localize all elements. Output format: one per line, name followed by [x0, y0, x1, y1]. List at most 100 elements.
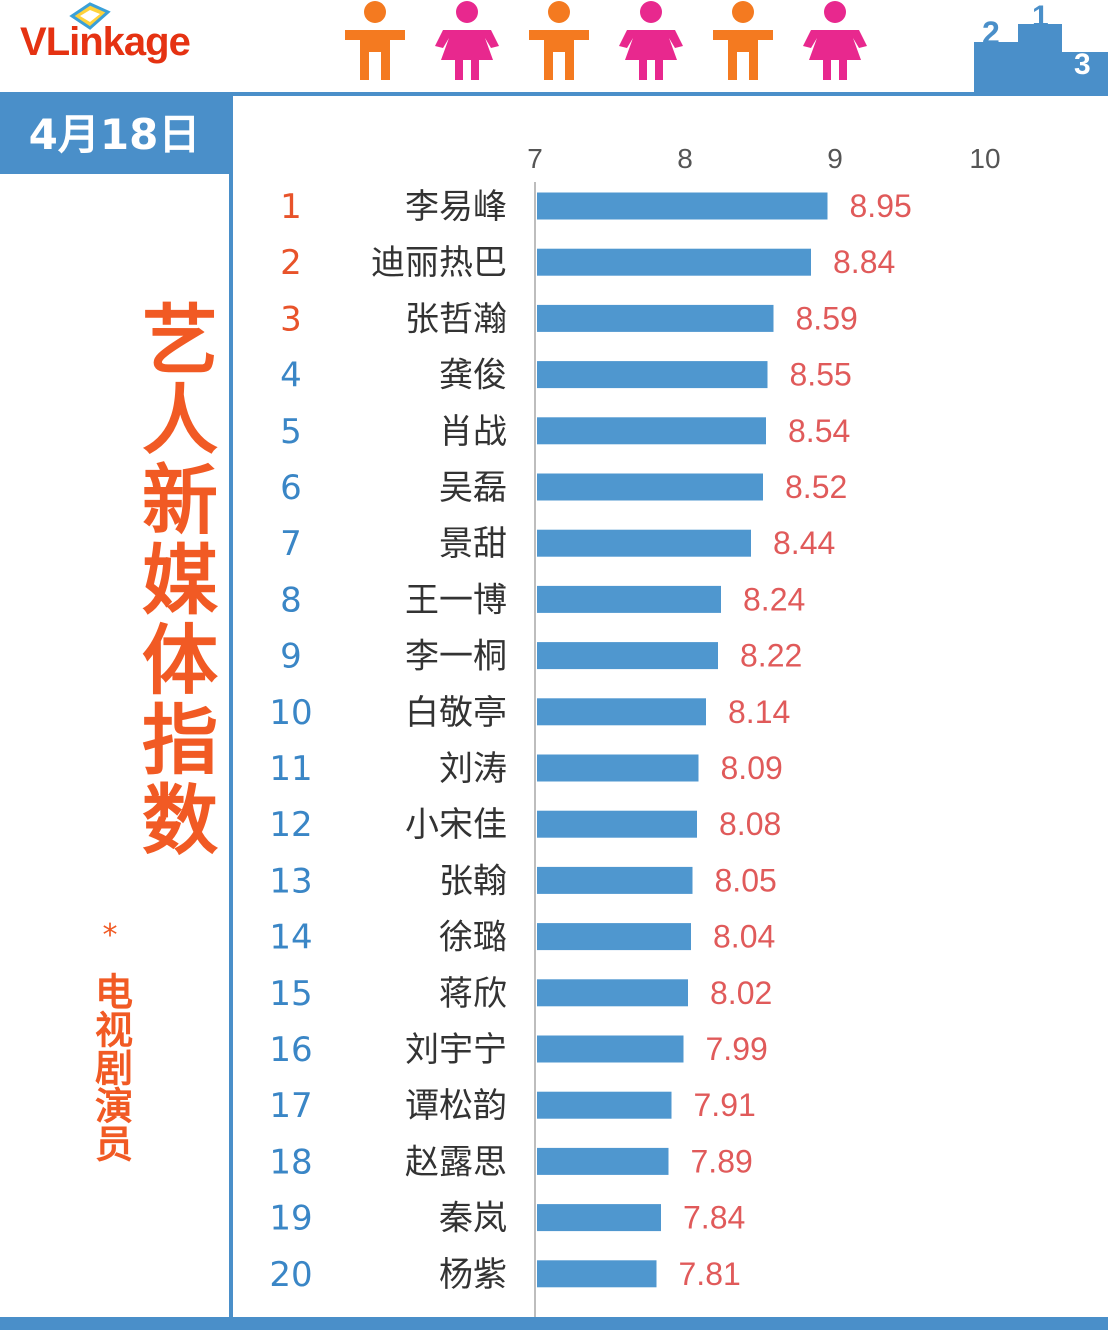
category-label: 迪丽热巴: [371, 243, 507, 283]
value-label: 8.44: [773, 525, 835, 561]
bar: [537, 361, 768, 389]
rank-label: 5: [280, 412, 302, 452]
chart-row: 16 刘宇宁 7.99: [269, 1030, 767, 1070]
bar: [537, 585, 721, 613]
chart-row: 14 徐璐 8.04: [269, 918, 775, 958]
chart-row: 13 张翰 8.05: [269, 861, 776, 901]
value-label: 8.59: [796, 300, 858, 336]
svg-text:2: 2: [982, 15, 1000, 51]
sidebar-title-text: 艺人新媒体指数: [129, 300, 218, 860]
person-male-icon: [345, 1, 405, 80]
bar: [537, 979, 688, 1007]
chart-row: 1 李易峰 8.95: [280, 187, 912, 227]
rank-label: 17: [269, 1086, 312, 1126]
category-label: 谭松韵: [405, 1086, 507, 1126]
rank-label: 11: [269, 749, 312, 789]
category-label: 王一博: [405, 580, 507, 620]
category-label: 李一桐: [405, 637, 507, 677]
chart-row: 2 迪丽热巴 8.84: [280, 243, 895, 283]
logo-letter: V: [20, 20, 47, 64]
chart-row: 7 景甜 8.44: [280, 524, 835, 564]
chart-row: 18 赵露思 7.89: [269, 1142, 752, 1182]
chart-row: 3 张哲瀚 8.59: [280, 299, 858, 339]
footer-bar: [0, 1317, 1108, 1330]
sidebar-subtitle: 电视剧演员: [0, 972, 220, 1252]
bar: [537, 1204, 661, 1232]
category-label: 杨紫: [439, 1255, 507, 1295]
header: VLinkage 2 1 3: [0, 0, 1108, 92]
chart-row: 5 肖战 8.54: [280, 412, 850, 452]
bar: [537, 810, 697, 838]
value-label: 8.02: [710, 975, 772, 1011]
rank-label: 16: [269, 1030, 312, 1070]
chart-row: 4 龚俊 8.55: [280, 356, 852, 396]
x-tick-label: 8: [677, 143, 693, 174]
chart-row: 9 李一桐 8.22: [280, 637, 802, 677]
bar: [537, 1091, 672, 1119]
sidebar-subtitle-text: 电视剧演员: [88, 972, 133, 1162]
rank-label: 1: [280, 187, 302, 227]
sidebar-divider: [229, 96, 233, 1317]
person-female-icon: [803, 1, 867, 80]
rank-label: 13: [269, 861, 312, 901]
x-axis-ticks: 7 8 9 10: [527, 143, 1000, 174]
chart-row: 6 吴磊 8.52: [280, 468, 847, 508]
podium-icon: 2 1 3: [974, 0, 1108, 92]
category-label: 徐璐: [439, 918, 507, 958]
value-label: 8.05: [715, 862, 777, 898]
value-label: 8.24: [743, 581, 805, 617]
value-label: 7.84: [683, 1200, 745, 1236]
bar: [537, 698, 706, 726]
value-label: 8.09: [721, 750, 783, 786]
chart-row: 19 秦岚 7.84: [269, 1199, 745, 1239]
bar: [537, 1035, 684, 1063]
value-label: 7.99: [706, 1031, 768, 1067]
chart-row: 20 杨紫 7.81: [269, 1255, 740, 1295]
category-label: 张哲瀚: [405, 299, 507, 339]
chart-row: 12 小宋佳 8.08: [269, 805, 781, 845]
bar: [537, 304, 774, 332]
value-label: 7.91: [694, 1087, 756, 1123]
value-label: 8.14: [728, 694, 790, 730]
rank-label: 20: [269, 1255, 312, 1295]
x-tick-label: 10: [969, 143, 1000, 174]
chart-rows: 1 李易峰 8.95 2 迪丽热巴 8.84 3 张哲瀚 8.59 4 龚俊 8.55 5 肖战 8.54 6…: [269, 187, 911, 1295]
chart-row: 8 王一博 8.24: [280, 580, 805, 620]
value-label: 7.81: [679, 1256, 741, 1292]
rank-label: 3: [280, 299, 302, 339]
value-label: 8.55: [790, 357, 852, 393]
bar: [537, 192, 828, 220]
rank-label: 8: [280, 580, 302, 620]
bar: [537, 248, 811, 276]
chart-row: 11 刘涛 8.09: [269, 749, 782, 789]
rank-label: 12: [269, 805, 312, 845]
value-label: 8.08: [719, 806, 781, 842]
bar: [537, 1147, 669, 1175]
category-label: 秦岚: [439, 1199, 507, 1239]
value-label: 8.54: [788, 413, 850, 449]
category-label: 景甜: [439, 524, 507, 564]
rank-label: 9: [280, 637, 302, 677]
bar: [537, 1260, 657, 1288]
brand-logo: VLinkage: [20, 20, 191, 65]
bar: [537, 866, 693, 894]
ranking-bar-chart: 7 8 9 10 1 李易峰 8.95 2 迪丽热巴 8.84 3 张哲瀚 8.59 4 龚俊 8.55 5 肖…: [269, 143, 1001, 1317]
rank-label: 4: [280, 356, 302, 396]
chart-row: 15 蒋欣 8.02: [269, 974, 772, 1014]
logo-text: Linkage: [45, 20, 191, 64]
sidebar-star: *: [102, 918, 118, 953]
bar: [537, 923, 691, 951]
logo-mark-icon: [69, 2, 111, 30]
category-label: 白敬亭: [405, 693, 507, 733]
person-female-icon: [619, 1, 683, 80]
value-label: 8.95: [850, 188, 912, 224]
category-label: 刘涛: [439, 749, 507, 789]
value-label: 8.04: [713, 919, 775, 955]
bar: [537, 754, 699, 782]
header-divider: [0, 92, 1108, 96]
category-label: 龚俊: [439, 356, 507, 396]
rank-label: 7: [280, 524, 302, 564]
category-label: 张翰: [439, 861, 507, 901]
bar: [537, 529, 751, 557]
person-female-icon: [435, 1, 499, 80]
